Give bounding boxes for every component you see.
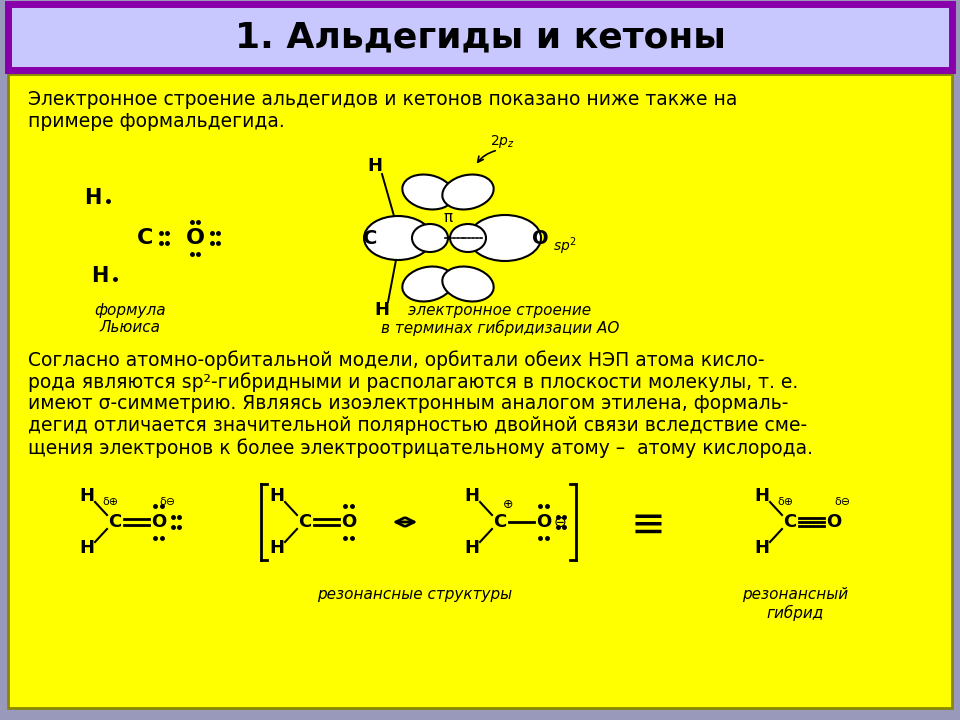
Text: C: C	[108, 513, 122, 531]
Text: δ⊕: δ⊕	[102, 497, 118, 507]
Text: C: C	[137, 228, 154, 248]
Text: ⊕: ⊕	[503, 498, 514, 510]
Text: O: O	[152, 513, 167, 531]
Text: C: C	[299, 513, 312, 531]
Ellipse shape	[364, 216, 432, 260]
Text: $sp^2$: $sp^2$	[553, 235, 577, 257]
Text: O: O	[827, 513, 842, 531]
Text: H: H	[270, 539, 284, 557]
Text: Согласно атомно-орбитальной модели, орбитали обеих НЭП атома кисло-: Согласно атомно-орбитальной модели, орби…	[28, 350, 764, 369]
Ellipse shape	[402, 174, 454, 210]
Text: O: O	[532, 228, 548, 248]
Text: Льюиса: Льюиса	[100, 320, 160, 335]
Text: δ⊖: δ⊖	[834, 497, 850, 507]
Text: Электронное строение альдегидов и кетонов показано ниже также на: Электронное строение альдегидов и кетоно…	[28, 90, 737, 109]
Text: H: H	[84, 188, 102, 208]
Text: C: C	[493, 513, 507, 531]
Text: H: H	[80, 539, 94, 557]
Text: гибрид: гибрид	[766, 605, 824, 621]
FancyBboxPatch shape	[8, 4, 952, 70]
Text: δ⊖: δ⊖	[159, 497, 175, 507]
Text: рода являются sp²-гибридными и располагаются в плоскости молекулы, т. е.: рода являются sp²-гибридными и располага…	[28, 372, 799, 392]
Text: H: H	[80, 487, 94, 505]
Text: дегид отличается значительной полярностью двойной связи вследствие сме-: дегид отличается значительной полярность…	[28, 416, 807, 435]
Text: C: C	[783, 513, 797, 531]
Ellipse shape	[450, 224, 486, 252]
Text: π: π	[444, 210, 452, 225]
Text: H: H	[755, 487, 770, 505]
Text: примере формальдегида.: примере формальдегида.	[28, 112, 285, 131]
Text: имеют σ-симметрию. Являясь изоэлектронным аналогом этилена, формаль-: имеют σ-симметрию. Являясь изоэлектронны…	[28, 394, 788, 413]
Text: 1. Альдегиды и кетоны: 1. Альдегиды и кетоны	[234, 20, 726, 54]
Ellipse shape	[412, 224, 448, 252]
Ellipse shape	[402, 266, 454, 302]
Text: O: O	[185, 228, 204, 248]
Text: $2p_z$: $2p_z$	[490, 133, 515, 150]
Ellipse shape	[443, 266, 493, 302]
Text: H: H	[755, 539, 770, 557]
Text: резонансные структуры: резонансные структуры	[318, 587, 513, 602]
Text: резонансный: резонансный	[742, 587, 848, 602]
Text: формула: формула	[94, 303, 166, 318]
Text: O: O	[537, 513, 552, 531]
Text: H: H	[368, 157, 382, 175]
Text: H: H	[91, 266, 108, 286]
Text: H: H	[465, 539, 479, 557]
Text: электронное строение: электронное строение	[408, 303, 591, 318]
Text: ≡: ≡	[631, 504, 665, 546]
Text: ⊖: ⊖	[554, 515, 566, 529]
Text: щения электронов к более электроотрицательному атому –  атому кислорода.: щения электронов к более электроотрицате…	[28, 438, 813, 458]
FancyBboxPatch shape	[8, 74, 952, 708]
Text: H: H	[270, 487, 284, 505]
Text: δ⊕: δ⊕	[777, 497, 793, 507]
Ellipse shape	[469, 215, 541, 261]
Text: в терминах гибридизации АО: в терминах гибридизации АО	[381, 320, 619, 336]
Text: O: O	[342, 513, 356, 531]
Text: H: H	[374, 301, 390, 319]
Text: C: C	[363, 228, 377, 248]
Text: H: H	[465, 487, 479, 505]
Ellipse shape	[443, 174, 493, 210]
